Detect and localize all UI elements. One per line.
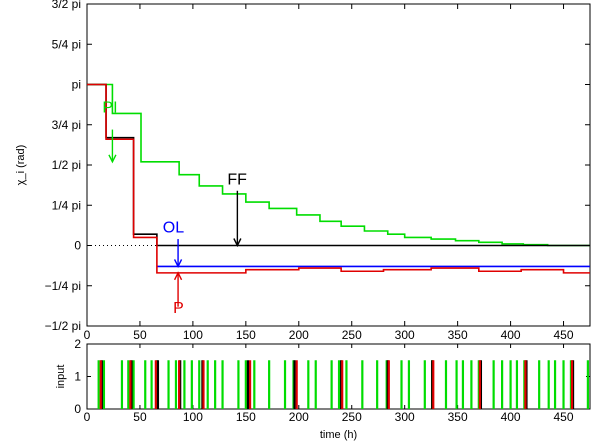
y-tick-label: 0 — [74, 402, 81, 416]
x-axis-label: time (h) — [320, 429, 357, 441]
x-tick-label: 100 — [183, 410, 203, 424]
x-tick-label: 300 — [395, 328, 415, 342]
y-tick-label: 5/4 pi — [52, 37, 81, 51]
y-tick-label: 1 — [74, 370, 81, 384]
annotation-arrowhead-ff — [233, 238, 242, 248]
y-tick-label: 3/2 pi — [52, 0, 81, 11]
y-tick-label: 3/4 pi — [52, 118, 81, 132]
annotation-arrowhead-pi — [108, 154, 117, 164]
annotation-arrowhead-ol — [173, 259, 183, 268]
x-tick-label: 0 — [84, 410, 91, 424]
x-tick-label: 250 — [342, 410, 362, 424]
x-tick-label: 450 — [554, 410, 574, 424]
x-tick-label: 0 — [84, 328, 91, 342]
series-pi-line — [87, 83, 590, 247]
x-tick-label: 450 — [554, 328, 574, 342]
x-tick-label: 350 — [448, 410, 468, 424]
series-p-line — [87, 83, 590, 274]
y-tick-label: −1/4 pi — [45, 279, 81, 293]
y-tick-label: 1/4 pi — [52, 198, 81, 212]
bottom-panel: 0 1 2 0 50 100 150 200 250 300 350 400 450 input time … — [55, 337, 591, 441]
x-tick-label: 200 — [289, 410, 309, 424]
annotation-arrowhead-p — [173, 271, 183, 281]
y-axis-label: χ_i (rad) — [15, 145, 27, 186]
top-panel: −1/2 pi −1/4 pi 0 1/4 pi 1/2 pi 3/4 pi pi 5/4 p… — [15, 0, 591, 342]
x-tick-label: 50 — [133, 410, 147, 424]
x-tick-label: 350 — [448, 328, 468, 342]
x-tick-label: 400 — [501, 410, 521, 424]
x-tick-label: 250 — [342, 328, 362, 342]
x-tick-label: 50 — [133, 328, 147, 342]
y-tick-label: −1/2 pi — [45, 319, 81, 333]
x-tick-label: 150 — [236, 328, 256, 342]
x-tick-label: 200 — [289, 328, 309, 342]
x-tick-label: 400 — [501, 328, 521, 342]
x-tick-label: 300 — [395, 410, 415, 424]
top-plot-frame — [86, 3, 591, 327]
x-tick-label: 100 — [183, 328, 203, 342]
y-tick-label: pi — [72, 78, 81, 92]
annotation-label-pi: PI — [102, 100, 117, 117]
x-tick-label: 150 — [236, 410, 256, 424]
y-tick-label: 0 — [74, 239, 81, 253]
annotation-label-p: P — [173, 300, 184, 317]
annotation-label-ff: FF — [227, 171, 247, 188]
y-axis-label: input — [55, 365, 67, 389]
y-tick-label: 2 — [74, 337, 81, 351]
annotation-label-ol: OL — [163, 220, 184, 237]
y-tick-label: 1/2 pi — [52, 158, 81, 172]
